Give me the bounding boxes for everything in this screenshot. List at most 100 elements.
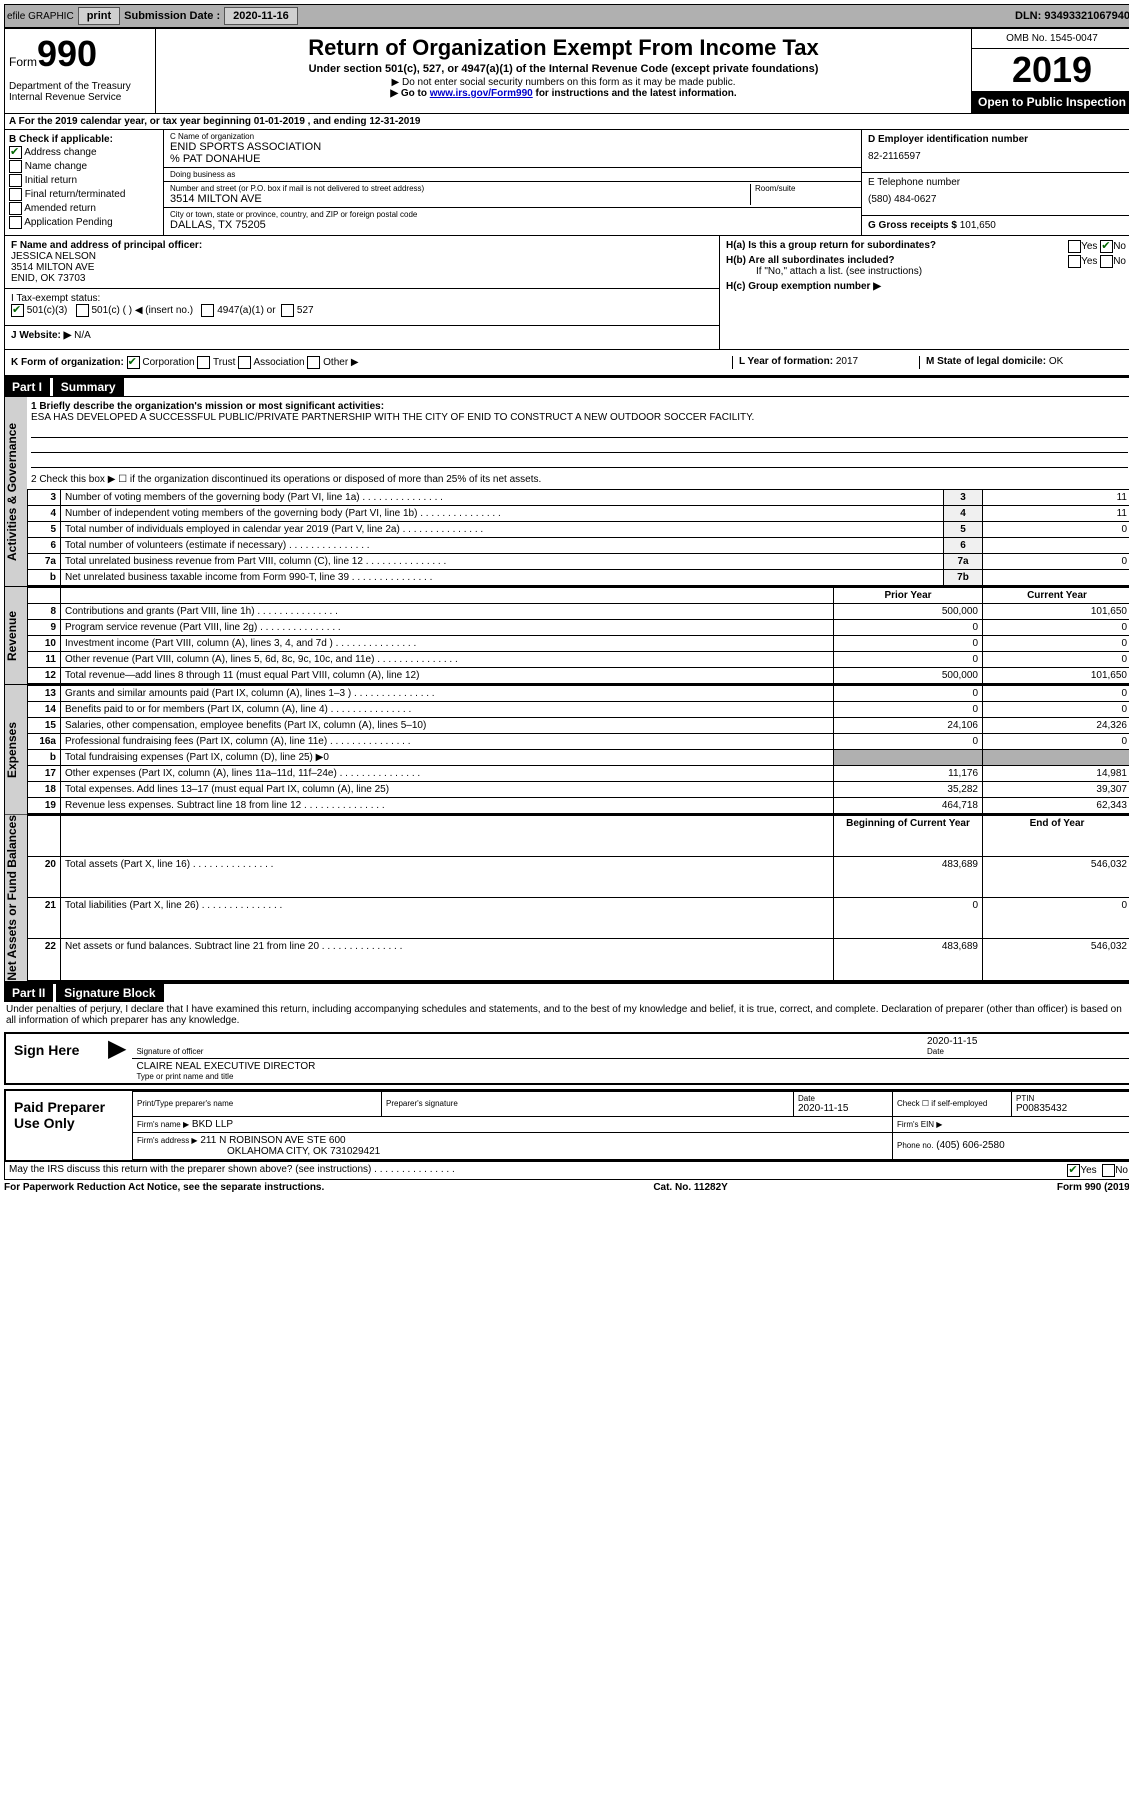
ha-no[interactable]: [1100, 240, 1113, 253]
gross-receipts-value: 101,650: [960, 220, 996, 231]
part-2-num: Part II: [4, 984, 53, 1002]
org-name: ENID SPORTS ASSOCIATION: [170, 141, 855, 153]
box-h: H(a) Is this a group return for subordin…: [720, 236, 1129, 349]
h-b: H(b) Are all subordinates included? Yes …: [726, 255, 1126, 266]
goto-post: for instructions and the latest informat…: [533, 88, 737, 99]
discuss-no[interactable]: [1102, 1164, 1115, 1177]
sig-date-label: Date: [927, 1047, 1127, 1056]
ein-value: 82-2116597: [868, 145, 1126, 168]
sign-arrow-icon: ▶: [102, 1034, 132, 1083]
check-501c3[interactable]: [11, 304, 24, 317]
signature-declaration: Under penalties of perjury, I declare th…: [4, 1002, 1129, 1028]
h-b-note: If "No," attach a list. (see instruction…: [726, 266, 1126, 277]
page-footer: For Paperwork Reduction Act Notice, see …: [4, 1180, 1129, 1195]
form-number-block: Form990: [5, 29, 163, 79]
officer-name: JESSICA NELSON: [11, 251, 713, 262]
header-title-block: Return of Organization Exempt From Incom…: [156, 29, 971, 113]
officer-label: F Name and address of principal officer:: [11, 240, 713, 251]
hb-no[interactable]: [1100, 255, 1113, 268]
check-application-pending[interactable]: Application Pending: [9, 216, 159, 229]
ein-label: D Employer identification number: [868, 134, 1126, 145]
summary-net-assets: Net Assets or Fund Balances Beginning of…: [4, 815, 1129, 982]
preparer-table: Print/Type preparer's name Preparer's si…: [132, 1091, 1129, 1160]
header-right: OMB No. 1545-0047 2019 Open to Public In…: [971, 29, 1129, 113]
submission-date: 2020-11-16: [224, 7, 298, 25]
sign-here-label: Sign Here: [6, 1034, 102, 1083]
check-other[interactable]: [307, 356, 320, 369]
section-b-c-d: B Check if applicable: Address change Na…: [4, 130, 1129, 236]
tax-year: 2019: [972, 49, 1129, 91]
street-value: 3514 MILTON AVE: [170, 193, 750, 205]
check-527[interactable]: [281, 304, 294, 317]
check-amended-return[interactable]: Amended return: [9, 202, 159, 215]
form-header: Form990 Department of the Treasury Inter…: [4, 28, 1129, 114]
gross-receipts-label: G Gross receipts $: [868, 220, 957, 231]
ha-yes[interactable]: [1068, 240, 1081, 253]
box-l: L Year of formation: 2017: [732, 356, 919, 369]
section-net-label: Net Assets or Fund Balances: [5, 815, 27, 981]
check-initial-return[interactable]: Initial return: [9, 174, 159, 187]
omb-number: OMB No. 1545-0047: [972, 29, 1129, 49]
row-k-l-m: K Form of organization: Corporation Trus…: [4, 350, 1129, 376]
check-address-change[interactable]: Address change: [9, 146, 159, 159]
signature-block: Sign Here ▶ Signature of officer 2020-11…: [4, 1032, 1129, 1085]
line-2-label: 2 Check this box ▶ ☐ if the organization…: [31, 474, 1128, 485]
governance-table: 3Number of voting members of the governi…: [27, 489, 1129, 586]
hb-yes[interactable]: [1068, 255, 1081, 268]
goto-pre: ▶ Go to: [390, 88, 429, 99]
revenue-table: Prior YearCurrent Year 8Contributions an…: [27, 587, 1129, 684]
top-bar: efile GRAPHIC print Submission Date : 20…: [4, 4, 1129, 28]
h-a: H(a) Is this a group return for subordin…: [726, 240, 1126, 251]
part-1-num: Part I: [4, 378, 50, 396]
care-of: % PAT DONAHUE: [170, 153, 855, 165]
city-label: City or town, state or province, country…: [170, 210, 855, 219]
form-page: Form 990 (2019): [1057, 1182, 1129, 1193]
row-f-h: F Name and address of principal officer:…: [4, 236, 1129, 350]
check-501c[interactable]: [76, 304, 89, 317]
check-final-return[interactable]: Final return/terminated: [9, 188, 159, 201]
check-corp[interactable]: [127, 356, 140, 369]
part-1-header: Part I Summary: [4, 376, 1129, 396]
net-assets-table: Beginning of Current YearEnd of Year 20T…: [27, 815, 1129, 981]
dba-label: Doing business as: [170, 170, 855, 179]
section-revenue-label: Revenue: [5, 587, 27, 684]
phone-label: E Telephone number: [868, 177, 1126, 188]
check-4947[interactable]: [201, 304, 214, 317]
print-button[interactable]: print: [78, 7, 120, 25]
website-value: N/A: [74, 330, 91, 341]
check-trust[interactable]: [197, 356, 210, 369]
check-assoc[interactable]: [238, 356, 251, 369]
dept-treasury: Department of the Treasury Internal Reve…: [5, 79, 155, 105]
phone-value: (580) 484-0627: [868, 188, 1126, 211]
box-d-e-g: D Employer identification number 82-2116…: [861, 130, 1129, 235]
mission-text: ESA HAS DEVELOPED A SUCCESSFUL PUBLIC/PR…: [31, 412, 1128, 423]
row-a-tax-year: A For the 2019 calendar year, or tax yea…: [4, 114, 1129, 130]
section-expenses-label: Expenses: [5, 685, 27, 814]
org-name-label: C Name of organization: [170, 132, 855, 141]
line-1-label: 1 Briefly describe the organization's mi…: [31, 401, 1128, 412]
street-label: Number and street (or P.O. box if mail i…: [170, 184, 750, 193]
box-b-title: B Check if applicable:: [9, 134, 159, 145]
preparer-block: Paid Preparer Use Only Print/Type prepar…: [4, 1089, 1129, 1162]
form-990: 990: [37, 33, 97, 74]
website-label: J Website: ▶: [11, 330, 71, 341]
check-name-change[interactable]: Name change: [9, 160, 159, 173]
form-title: Return of Organization Exempt From Incom…: [160, 35, 967, 61]
cat-number: Cat. No. 11282Y: [653, 1182, 727, 1193]
officer-addr2: ENID, OK 73703: [11, 273, 713, 284]
sig-date: 2020-11-15: [927, 1036, 1127, 1047]
pra-notice: For Paperwork Reduction Act Notice, see …: [4, 1182, 324, 1193]
box-k: K Form of organization: Corporation Trus…: [11, 356, 732, 369]
room-label: Room/suite: [755, 184, 855, 193]
part-2-header: Part II Signature Block: [4, 982, 1129, 1002]
form-subtitle-3: ▶ Go to www.irs.gov/Form990 for instruct…: [160, 88, 967, 99]
form-subtitle-2: ▶ Do not enter social security numbers o…: [160, 77, 967, 88]
box-c: C Name of organization ENID SPORTS ASSOC…: [164, 130, 861, 235]
submission-label: Submission Date :: [124, 10, 220, 22]
efile-label: efile GRAPHIC: [7, 11, 74, 22]
form-label: Form: [9, 55, 37, 69]
irs-link[interactable]: www.irs.gov/Form990: [430, 88, 533, 99]
summary-governance: Activities & Governance 1 Briefly descri…: [4, 396, 1129, 587]
discuss-yes[interactable]: [1067, 1164, 1080, 1177]
open-to-public: Open to Public Inspection: [972, 91, 1129, 113]
